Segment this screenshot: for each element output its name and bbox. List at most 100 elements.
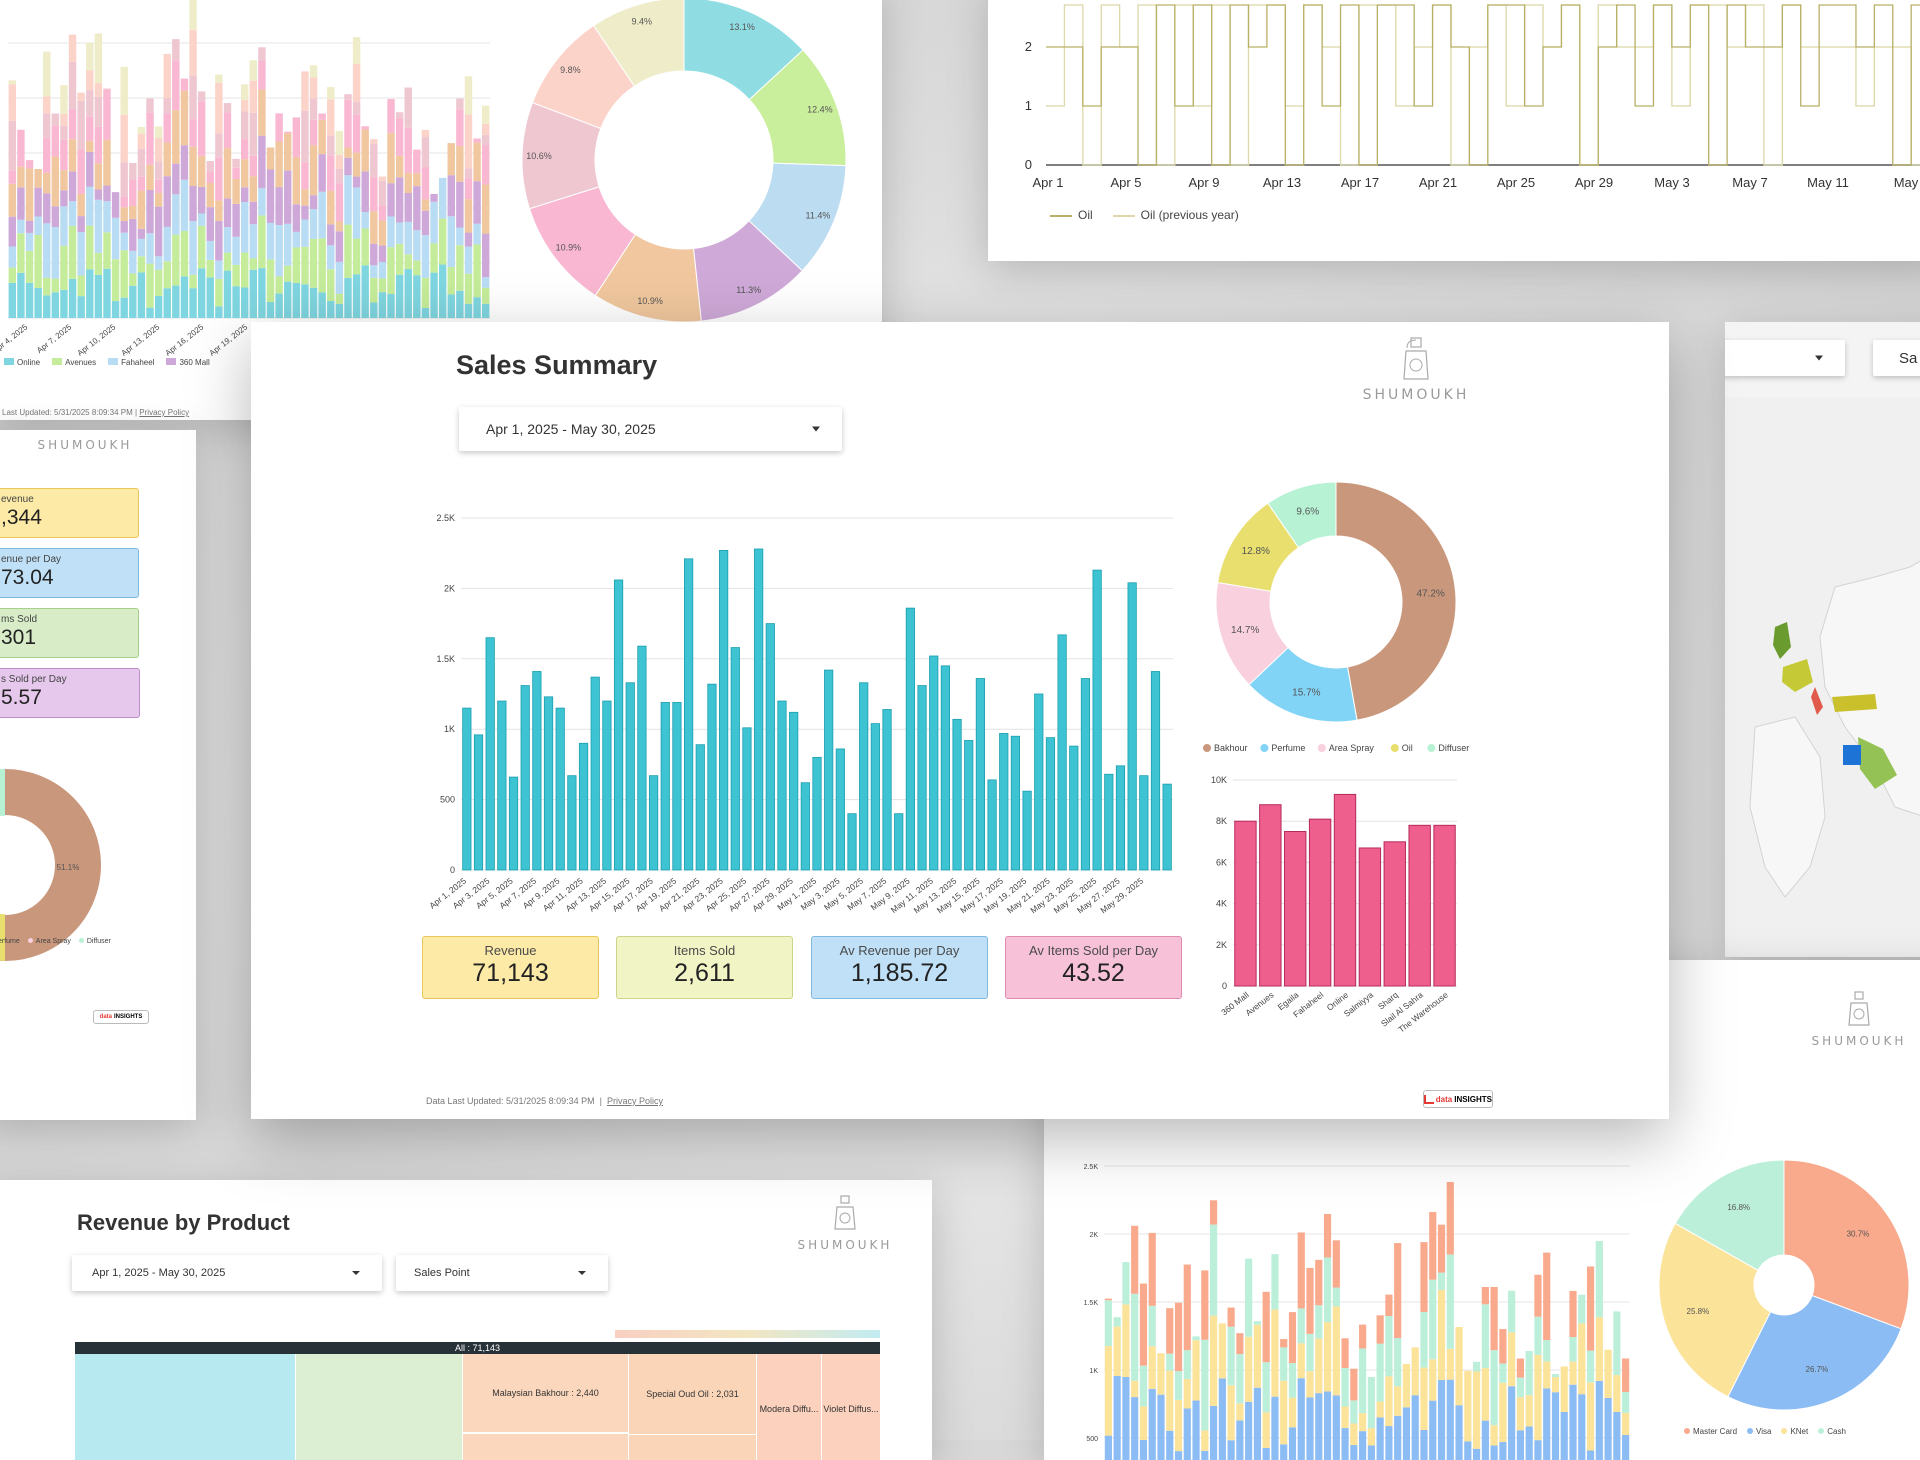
donut-slice[interactable]: [592, 0, 685, 87]
stacked-bar-segment[interactable]: [180, 90, 189, 146]
stacked-bar-segment[interactable]: [232, 203, 240, 237]
stacked-bar-segment[interactable]: [378, 180, 387, 206]
stacked-bar-segment[interactable]: [1385, 1315, 1393, 1377]
stacked-bar-segment[interactable]: [68, 109, 77, 140]
stacked-bar-segment[interactable]: [1236, 1403, 1244, 1421]
stacked-bar-segment[interactable]: [163, 113, 171, 143]
stacked-bar-segment[interactable]: [284, 133, 292, 171]
bar[interactable]: [789, 711, 799, 871]
bar[interactable]: [1433, 824, 1456, 987]
stacked-bar-segment[interactable]: [103, 201, 111, 233]
stacked-bar-segment[interactable]: [1586, 1350, 1595, 1383]
stacked-bar-segment[interactable]: [1394, 1415, 1402, 1460]
stacked-bar-segment[interactable]: [473, 138, 481, 143]
stacked-bar-segment[interactable]: [361, 171, 369, 213]
stacked-bar-segment[interactable]: [1323, 1257, 1332, 1323]
stacked-bar-segment[interactable]: [240, 202, 249, 253]
stacked-bar-segment[interactable]: [370, 143, 378, 178]
stacked-bar-segment[interactable]: [25, 282, 34, 318]
stacked-bar-segment[interactable]: [1499, 1328, 1507, 1364]
stacked-bar-segment[interactable]: [34, 216, 42, 236]
stacked-bar-segment[interactable]: [309, 145, 318, 196]
stacked-bar-segment[interactable]: [86, 151, 94, 187]
stacked-bar-segment[interactable]: [137, 272, 146, 318]
stacked-bar-segment[interactable]: [344, 147, 352, 158]
stacked-bar-segment[interactable]: [1516, 1397, 1524, 1431]
stacked-bar-segment[interactable]: [1122, 1304, 1130, 1377]
bar[interactable]: [987, 779, 997, 871]
map-filter-dropdown[interactable]: [1725, 340, 1845, 376]
stacked-bar-segment[interactable]: [1210, 1200, 1218, 1225]
privacy-link[interactable]: Privacy Policy: [139, 408, 190, 417]
stacked-bar-segment[interactable]: [344, 277, 352, 318]
stacked-bar-segment[interactable]: [318, 119, 326, 155]
stacked-bar-segment[interactable]: [1218, 1378, 1226, 1460]
stacked-bar-segment[interactable]: [1183, 1379, 1191, 1409]
stacked-bar-segment[interactable]: [370, 139, 378, 144]
stacked-bar-segment[interactable]: [1481, 1368, 1489, 1421]
stacked-bar-segment[interactable]: [34, 187, 42, 217]
bar[interactable]: [508, 776, 519, 871]
bar[interactable]: [695, 744, 705, 871]
stacked-bar-segment[interactable]: [1227, 1307, 1235, 1327]
stacked-bar-segment[interactable]: [292, 231, 301, 248]
stacked-bar-segment[interactable]: [1429, 1359, 1437, 1401]
bar[interactable]: [602, 700, 612, 871]
stacked-bar-segment[interactable]: [189, 186, 197, 222]
stacked-bar-segment[interactable]: [137, 126, 146, 134]
stacked-bar-segment[interactable]: [137, 228, 146, 239]
stacked-bar-segment[interactable]: [1595, 1241, 1603, 1318]
stacked-bar-segment[interactable]: [352, 114, 361, 153]
treemap-tile[interactable]: [629, 1435, 756, 1460]
stacked-bar-segment[interactable]: [129, 179, 137, 206]
stacked-bar-segment[interactable]: [1113, 1326, 1121, 1377]
stacked-bar-segment[interactable]: [129, 273, 137, 286]
stacked-bar-segment[interactable]: [404, 87, 412, 128]
stacked-bar-segment[interactable]: [370, 302, 378, 318]
stacked-bar-segment[interactable]: [215, 74, 223, 83]
stacked-bar-segment[interactable]: [8, 267, 17, 283]
stacked-bar-segment[interactable]: [266, 222, 275, 260]
stacked-bar-segment[interactable]: [1446, 1181, 1454, 1255]
stacked-bar-segment[interactable]: [249, 60, 258, 81]
stacked-bar-segment[interactable]: [120, 162, 128, 197]
stacked-bar-segment[interactable]: [318, 292, 326, 318]
stacked-bar-segment[interactable]: [1341, 1368, 1349, 1407]
privacy-link[interactable]: Privacy Policy: [606, 1096, 663, 1106]
stacked-bar-segment[interactable]: [1455, 1327, 1463, 1406]
stacked-bar-segment[interactable]: [1622, 1391, 1630, 1413]
stacked-bar-segment[interactable]: [275, 141, 283, 188]
stacked-bar-segment[interactable]: [103, 232, 111, 269]
stacked-bar-segment[interactable]: [1297, 1308, 1305, 1344]
stacked-bar-segment[interactable]: [1253, 1324, 1261, 1388]
stacked-bar-segment[interactable]: [309, 287, 318, 318]
stacked-bar-segment[interactable]: [456, 98, 464, 110]
stacked-bar-segment[interactable]: [1490, 1350, 1498, 1426]
stacked-bar-segment[interactable]: [464, 114, 473, 169]
stacked-bar-segment[interactable]: [240, 287, 249, 318]
stacked-bar-segment[interactable]: [284, 223, 292, 266]
stacked-bar-segment[interactable]: [438, 264, 447, 318]
stacked-bar-segment[interactable]: [25, 250, 34, 283]
stacked-bar-segment[interactable]: [1376, 1315, 1384, 1344]
stacked-bar-segment[interactable]: [1613, 1375, 1621, 1412]
stacked-bar-segment[interactable]: [17, 272, 25, 318]
bar[interactable]: [1139, 775, 1149, 871]
stacked-bar-segment[interactable]: [215, 200, 223, 222]
stacked-bar-segment[interactable]: [197, 213, 206, 226]
stacked-bar-segment[interactable]: [86, 225, 94, 270]
stacked-bar-segment[interactable]: [1183, 1350, 1191, 1380]
stacked-bar-segment[interactable]: [1157, 1394, 1165, 1460]
stacked-bar-segment[interactable]: [86, 116, 94, 141]
stacked-bar-segment[interactable]: [456, 245, 464, 291]
stacked-bar-segment[interactable]: [301, 110, 309, 163]
stacked-bar-segment[interactable]: [1315, 1259, 1323, 1306]
stacked-bar-segment[interactable]: [309, 65, 318, 78]
stacked-bar-segment[interactable]: [1508, 1386, 1516, 1460]
stacked-bar-segment[interactable]: [249, 269, 258, 318]
stacked-bar-segment[interactable]: [258, 47, 266, 61]
stacked-bar-segment[interactable]: [60, 170, 68, 191]
stacked-bar-segment[interactable]: [1218, 1323, 1226, 1379]
stacked-bar-segment[interactable]: [1578, 1394, 1586, 1460]
stacked-bar-segment[interactable]: [51, 113, 60, 126]
